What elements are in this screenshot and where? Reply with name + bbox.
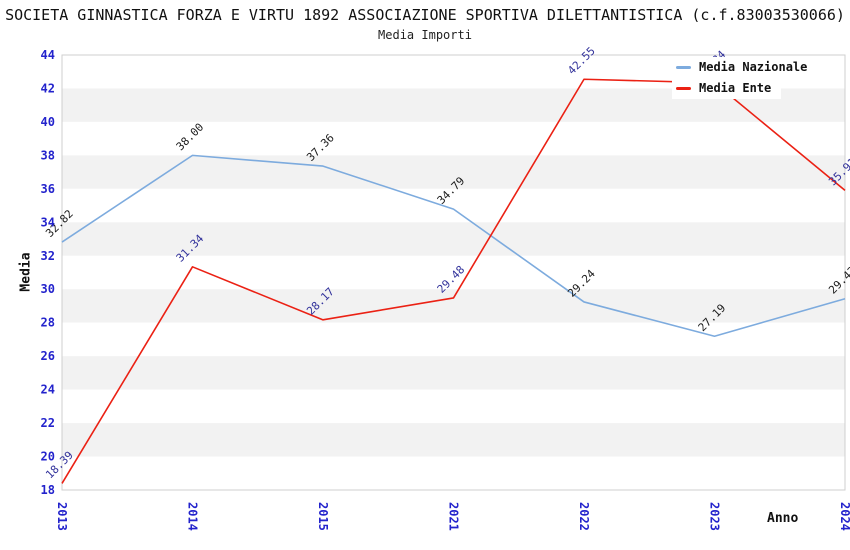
svg-text:2021: 2021 xyxy=(447,502,461,531)
svg-text:38: 38 xyxy=(41,148,55,162)
svg-text:2013: 2013 xyxy=(55,502,69,531)
svg-text:36: 36 xyxy=(41,182,55,196)
svg-text:32: 32 xyxy=(41,249,55,263)
svg-text:30: 30 xyxy=(41,282,55,296)
y-axis-label: Media xyxy=(18,252,34,292)
svg-text:2014: 2014 xyxy=(186,502,200,531)
svg-text:20: 20 xyxy=(41,450,55,464)
svg-text:22: 22 xyxy=(41,416,55,430)
svg-text:28: 28 xyxy=(41,316,55,330)
svg-text:24: 24 xyxy=(41,383,55,397)
legend-label-nazionale: Media Nazionale xyxy=(699,60,808,74)
legend-swatch-nazionale-icon xyxy=(676,66,691,69)
legend-label-ente: Media Ente xyxy=(699,81,772,95)
svg-text:34: 34 xyxy=(41,215,55,229)
svg-text:2022: 2022 xyxy=(577,502,591,531)
svg-text:40: 40 xyxy=(41,115,55,129)
x-axis-label: Anno xyxy=(767,511,799,526)
legend-item-media-nazionale: Media Nazionale xyxy=(672,57,818,78)
svg-text:2024: 2024 xyxy=(838,502,850,531)
chart-subtitle: Media Importi xyxy=(378,28,472,42)
svg-text:26: 26 xyxy=(41,349,55,363)
svg-text:2023: 2023 xyxy=(708,502,722,531)
svg-text:44: 44 xyxy=(41,48,55,62)
svg-text:42: 42 xyxy=(41,81,55,95)
legend: Media Nazionale Media Ente xyxy=(672,57,818,99)
svg-text:2015: 2015 xyxy=(316,502,330,531)
svg-text:18: 18 xyxy=(41,483,55,497)
chart-title: SOCIETA GINNASTICA FORZA E VIRTU 1892 AS… xyxy=(5,6,845,24)
legend-item-media-ente: Media Ente xyxy=(672,78,782,99)
legend-swatch-ente-icon xyxy=(676,87,691,90)
